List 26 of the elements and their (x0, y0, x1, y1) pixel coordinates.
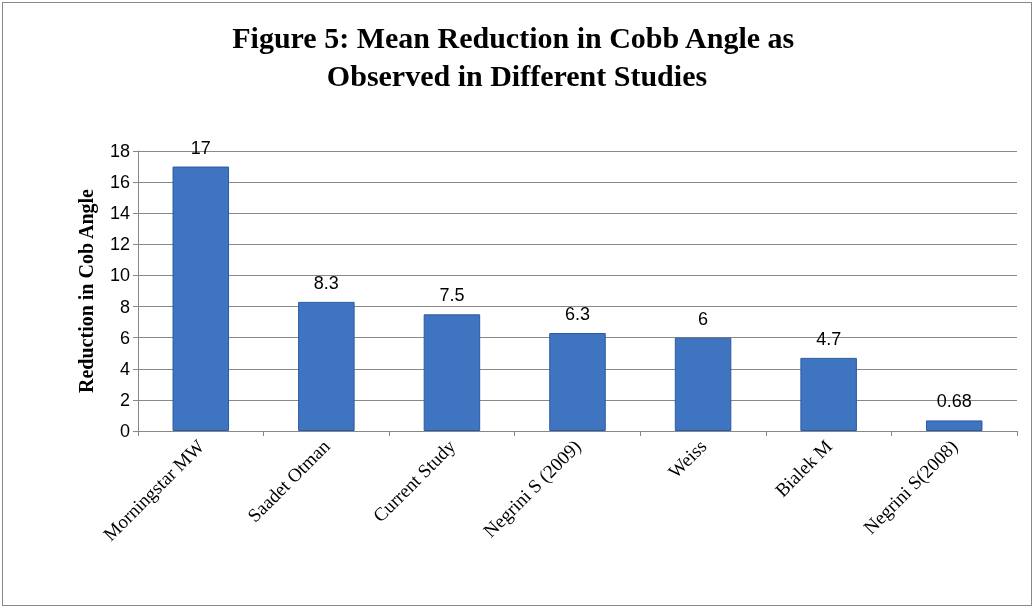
bar (298, 301, 355, 431)
y-axis-title: Reduction in Cob Angle (75, 188, 98, 393)
bar (172, 166, 230, 431)
data-label: 7.5 (439, 285, 465, 306)
data-label: 4.7 (816, 328, 842, 349)
y-tick-label: 18 (109, 141, 130, 161)
data-label: 0.68 (936, 391, 972, 412)
data-label: 6.3 (564, 304, 591, 324)
bar (549, 333, 606, 431)
data-label: 17 (190, 137, 211, 158)
y-tick-label: 14 (109, 203, 130, 224)
bar (423, 314, 481, 431)
data-label: 6 (698, 308, 709, 329)
y-tick-label: 16 (109, 172, 130, 193)
y-tick-label: 10 (109, 265, 130, 286)
bar (674, 337, 732, 431)
y-tick-label: 0 (119, 421, 130, 441)
data-label: 8.3 (313, 272, 339, 293)
y-tick-label: 8 (119, 296, 130, 317)
y-tick-label: 6 (119, 327, 130, 348)
y-tick-label: 12 (109, 234, 130, 255)
y-tick-label: 4 (119, 358, 130, 379)
bar (800, 357, 857, 431)
chart-title: Figure 5: Mean Reduction in Cobb Angle as Observed in Different Studies (232, 20, 802, 92)
y-tick-label: 2 (119, 389, 130, 410)
bar (925, 420, 983, 431)
